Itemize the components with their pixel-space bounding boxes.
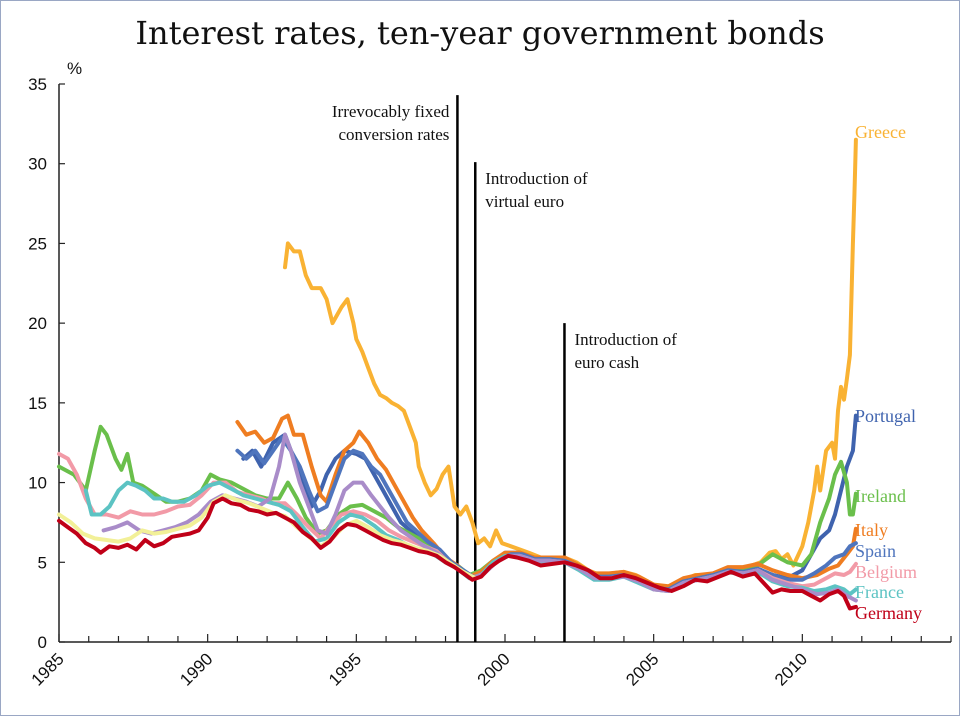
annotation-text: conversion rates [338, 125, 449, 144]
annotation-text: Introduction of [485, 169, 588, 188]
series-label-greece: Greece [855, 122, 906, 142]
annotation-text: euro cash [574, 353, 639, 372]
y-tick-label: 5 [38, 553, 47, 572]
y-tick-label: 25 [28, 234, 47, 253]
series-label-spain: Spain [855, 541, 896, 561]
series-label-france: France [855, 582, 904, 602]
x-tick-label: 1995 [325, 649, 365, 689]
series-lines [57, 137, 858, 611]
annotation-text: Irrevocably fixed [332, 102, 450, 121]
y-axis-unit: % [67, 59, 82, 78]
chart-title: Interest rates, ten-year government bond… [135, 14, 825, 52]
x-tick-label: 2010 [771, 649, 811, 689]
series-line-unlabeled [57, 493, 478, 581]
annotation-text: Introduction of [574, 330, 677, 349]
y-tick-label: 20 [28, 314, 47, 333]
x-tick-label: 2005 [622, 649, 662, 689]
series-label-portugal: Portugal [855, 406, 916, 426]
x-tick-label: 1985 [28, 649, 68, 689]
series-labels: Greece Portugal Ireland ItalySpainBelgiumFr… [855, 122, 922, 623]
y-tick-label: 0 [38, 633, 47, 652]
series-label-germany: Germany [855, 603, 922, 623]
y-tick-label: 35 [28, 75, 47, 94]
y-tick-label: 15 [28, 394, 47, 413]
series-line-greece [283, 137, 858, 590]
series-line-germany [57, 496, 858, 611]
annotations: Irrevocably fixed conversion rates Introdu… [332, 95, 677, 642]
x-tick-label: 2000 [474, 649, 514, 689]
series-label-belgium: Belgium [855, 562, 917, 582]
y-tick-label: 30 [28, 155, 47, 174]
series-label-ireland: Ireland [855, 486, 906, 506]
x-tick-label: 1990 [176, 649, 216, 689]
y-tick-label: 10 [28, 474, 47, 493]
annotation-text: virtual euro [485, 192, 564, 211]
series-label-italy: Italy [855, 520, 888, 540]
